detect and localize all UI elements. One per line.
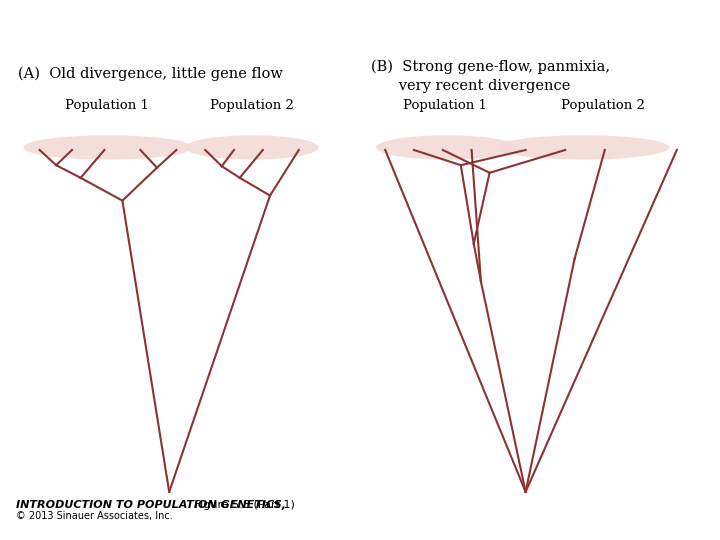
Ellipse shape: [376, 136, 517, 160]
Ellipse shape: [24, 136, 193, 160]
Ellipse shape: [497, 136, 670, 160]
Text: Population 1: Population 1: [65, 99, 148, 112]
Text: Figure 5.8 (Part 1): Figure 5.8 (Part 1): [191, 500, 294, 510]
Text: Figure 5.8  Coalescence trees produced by different demographic and historical p: Figure 5.8 Coalescence trees produced by…: [9, 9, 720, 24]
Text: INTRODUCTION TO POPULATION GENETICS,: INTRODUCTION TO POPULATION GENETICS,: [16, 500, 286, 510]
Text: Population 2: Population 2: [562, 99, 645, 112]
Ellipse shape: [185, 136, 318, 160]
Text: Population 1: Population 1: [403, 99, 487, 112]
Text: © 2013 Sinauer Associates, Inc.: © 2013 Sinauer Associates, Inc.: [16, 511, 173, 522]
Text: very recent divergence: very recent divergence: [371, 79, 570, 93]
Text: Population 2: Population 2: [210, 99, 294, 112]
Text: (B)  Strong gene-flow, panmixia,: (B) Strong gene-flow, panmixia,: [371, 60, 610, 74]
Text: (A)  Old divergence, little gene flow: (A) Old divergence, little gene flow: [18, 66, 283, 81]
